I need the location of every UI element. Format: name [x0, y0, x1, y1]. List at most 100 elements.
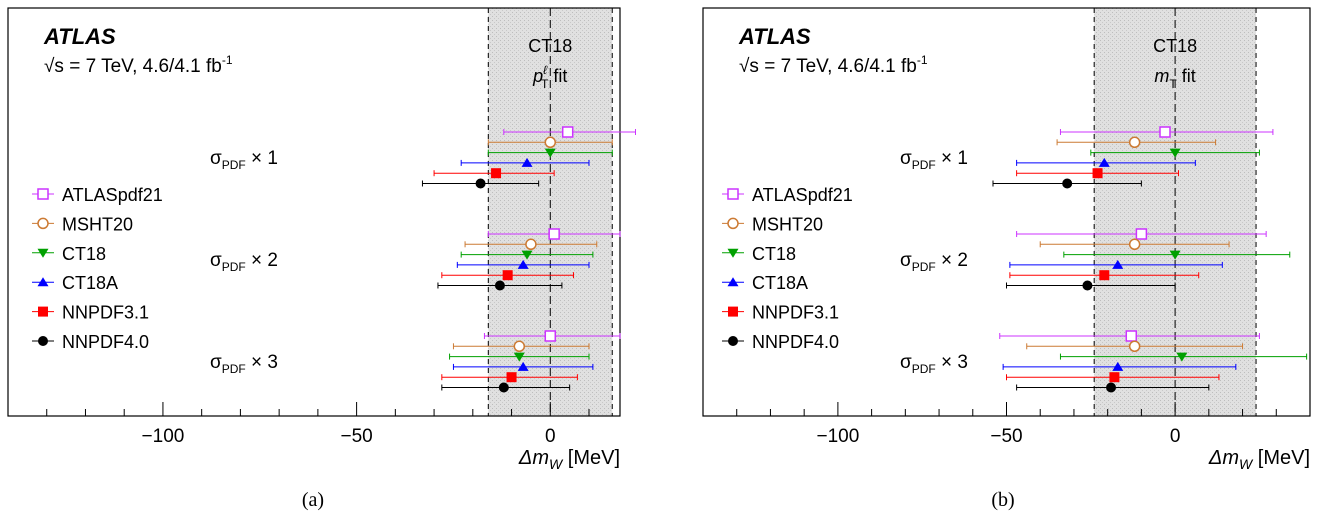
- group-label-sub: PDF: [912, 362, 936, 376]
- energy-label-sup: -1: [917, 53, 928, 67]
- group-label-mult: × 3: [246, 352, 278, 373]
- data-point: [1109, 372, 1120, 383]
- legend-marker: [37, 277, 49, 287]
- fit-label-sub: T: [1169, 77, 1177, 91]
- energy-label: √s = 7 TeV, 4.6/4.1 fb-1: [739, 53, 928, 77]
- data-point: [548, 228, 560, 240]
- legend-label: CT18A: [752, 273, 808, 293]
- legend-marker: [728, 306, 738, 317]
- legend-label: NNPDF4.0: [752, 332, 839, 352]
- legend-label: ATLASpdf21: [62, 185, 163, 205]
- data-point: [561, 126, 574, 138]
- fit-label-suffix: fit: [1177, 66, 1196, 86]
- group-label-mult: × 2: [936, 250, 968, 271]
- group-label: σPDF × 3: [900, 352, 968, 376]
- data-point: [1099, 270, 1110, 281]
- group-label-sub: PDF: [912, 158, 936, 172]
- legend-label: NNPDF3.1: [752, 303, 839, 323]
- panel-caption: (a): [302, 489, 324, 511]
- group-label-sigma: σ: [900, 250, 912, 271]
- panel-b: −100 −50 0 ΔmW [MeV] ATLAS √s = 7 TeV, 4.6/4.…: [702, 7, 1311, 511]
- experiment-label: ATLAS: [738, 24, 811, 49]
- x-tick-label: −50: [990, 426, 1022, 447]
- legend-marker: [37, 248, 49, 258]
- group-label-sub: PDF: [222, 362, 246, 376]
- x-tick-label: 0: [545, 426, 556, 447]
- group-label-sub: PDF: [222, 260, 246, 274]
- x-axis-label-unit: [MeV]: [562, 447, 620, 469]
- data-point: [1092, 168, 1103, 179]
- data-point: [498, 382, 509, 393]
- legend-label: CT18: [62, 244, 106, 264]
- group-label: σPDF × 2: [900, 250, 968, 274]
- x-tick-label: −100: [816, 426, 859, 447]
- group-label-sub: PDF: [222, 158, 246, 172]
- x-axis-label: ΔmW [MeV]: [518, 447, 620, 472]
- data-point: [521, 250, 533, 260]
- legend-marker: [728, 336, 738, 346]
- group-label-sigma: σ: [900, 148, 912, 169]
- data-point: [1125, 330, 1138, 342]
- group-label-mult: × 2: [246, 250, 278, 271]
- legend-label: NNPDF4.0: [62, 332, 149, 352]
- data-point: [544, 136, 557, 149]
- legend-marker: [37, 188, 49, 200]
- data-point: [525, 238, 537, 251]
- legend-label: MSHT20: [62, 214, 133, 234]
- data-point: [1098, 157, 1110, 167]
- data-point: [1112, 259, 1124, 269]
- group-label: σPDF × 1: [900, 148, 968, 172]
- x-tick-label: −50: [340, 426, 372, 447]
- fit-label-suffix: fit: [548, 66, 567, 86]
- legend-marker: [38, 306, 48, 317]
- data-point: [513, 340, 526, 353]
- energy-label-sup: -1: [222, 53, 233, 67]
- data-point: [1082, 280, 1093, 291]
- legend-marker: [38, 336, 48, 346]
- data-point: [1176, 352, 1188, 362]
- panel-caption: (b): [991, 489, 1014, 511]
- band-label: CT18: [1153, 36, 1197, 56]
- legend-marker: [37, 217, 49, 230]
- energy-label-text: √s = 7 TeV, 4.6/4.1 fb: [44, 56, 222, 77]
- legend-label: CT18A: [62, 273, 118, 293]
- legend-marker: [727, 217, 739, 230]
- data-point: [513, 352, 525, 362]
- data-point: [1106, 382, 1117, 393]
- group-label-mult: × 3: [936, 352, 968, 373]
- data-point: [544, 148, 556, 158]
- fit-label-var: m: [1154, 66, 1169, 86]
- data-point: [1169, 250, 1181, 260]
- data-point: [1169, 148, 1181, 158]
- data-point: [517, 361, 529, 371]
- group-label: σPDF × 3: [210, 352, 278, 376]
- data-point: [1128, 238, 1141, 251]
- fit-label-var: p: [532, 66, 543, 86]
- data-point: [506, 372, 517, 383]
- group-label: σPDF × 1: [210, 148, 278, 172]
- data-point: [517, 259, 529, 269]
- x-axis-label-symbol: Δm: [1208, 447, 1239, 469]
- legend-label: ATLASpdf21: [752, 185, 853, 205]
- x-tick-label: 0: [1170, 426, 1181, 447]
- data-point: [475, 178, 486, 189]
- legend-label: MSHT20: [752, 214, 823, 234]
- legend-marker: [727, 277, 739, 287]
- data-point: [1159, 126, 1171, 138]
- legend-label: CT18: [752, 244, 796, 264]
- group-label-sub: PDF: [912, 260, 936, 274]
- group-label-sigma: σ: [210, 250, 222, 271]
- data-point: [1128, 136, 1141, 149]
- data-point: [544, 330, 557, 342]
- x-tick-label: −100: [142, 426, 185, 447]
- group-label-sigma: σ: [210, 148, 222, 169]
- data-point: [502, 270, 513, 281]
- x-axis-label-symbol: Δm: [518, 447, 549, 469]
- energy-label: √s = 7 TeV, 4.6/4.1 fb-1: [44, 53, 233, 77]
- legend-marker: [727, 248, 739, 258]
- fit-label-sub: T: [541, 77, 549, 91]
- band-label: CT18: [528, 36, 572, 56]
- experiment-label: ATLAS: [43, 24, 116, 49]
- group-label-sigma: σ: [900, 352, 912, 373]
